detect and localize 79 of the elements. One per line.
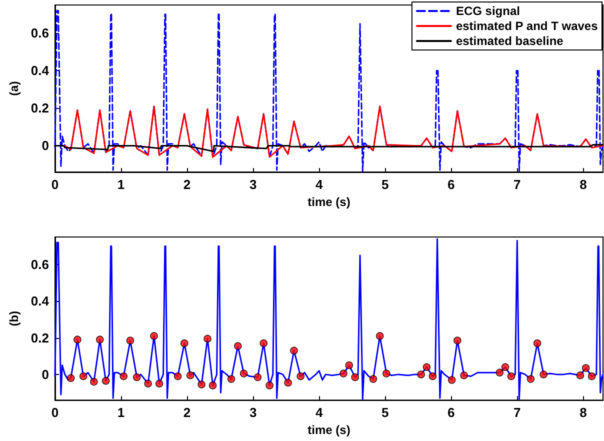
point [102, 376, 110, 385]
point [576, 371, 584, 380]
y-tick-label: 0 [42, 138, 49, 154]
point [155, 380, 164, 388]
point [174, 372, 182, 380]
point [454, 336, 462, 344]
point [340, 370, 348, 378]
point [582, 364, 590, 372]
x-tick-label: 1 [117, 405, 125, 420]
point [376, 332, 384, 340]
x-tick-label: 2 [183, 177, 191, 192]
point [428, 372, 437, 380]
x-tick-label: 6 [448, 405, 455, 420]
point [417, 370, 425, 378]
point [204, 334, 212, 343]
point [422, 363, 431, 372]
point [588, 372, 596, 380]
point [79, 372, 88, 380]
x-tick-label: 4 [315, 177, 324, 192]
x-tick-label: 8 [580, 177, 587, 192]
point [526, 375, 535, 383]
x-axis-title: time (s) [308, 423, 350, 437]
point [533, 339, 542, 348]
point [460, 371, 468, 380]
point [66, 374, 75, 382]
point [180, 339, 188, 348]
x-tick-label: 1 [117, 177, 125, 192]
x-tick-label: 3 [249, 405, 257, 420]
point [266, 382, 274, 390]
y-axis-title: (b) [7, 310, 21, 326]
point [234, 342, 242, 350]
point [90, 378, 98, 386]
legend-label: estimated P and T waves [456, 19, 598, 33]
y-tick-label: 0.6 [30, 256, 49, 272]
point [496, 368, 504, 377]
point [198, 380, 206, 388]
point [126, 336, 134, 344]
y-tick-label: 0.6 [30, 26, 49, 41]
x-tick-label: 2 [183, 405, 191, 420]
x-tick-label: 4 [315, 405, 324, 420]
legend-label: ECG signal [456, 4, 520, 18]
y-tick-label: 0.2 [30, 330, 49, 346]
point [208, 382, 217, 390]
x-tick-label: 7 [514, 177, 521, 192]
point [290, 346, 298, 355]
x-tick-label: 5 [381, 177, 389, 192]
point [186, 371, 194, 380]
point [96, 336, 104, 344]
y-axis-title: (a) [7, 81, 21, 96]
point [351, 373, 359, 382]
legend-label: estimated baseline [456, 34, 564, 48]
y-tick-label: 0 [42, 366, 49, 382]
point [369, 375, 378, 383]
x-tick-label: 7 [514, 405, 521, 420]
point [132, 373, 141, 382]
point [284, 378, 292, 387]
y-tick-label: 0.4 [30, 63, 50, 78]
x-tick-label: 8 [580, 405, 587, 420]
y-tick-label: 0.4 [30, 294, 50, 309]
point [240, 370, 248, 378]
point [345, 361, 354, 370]
point [144, 380, 152, 388]
point [507, 372, 516, 380]
y-tick-label: 0.2 [30, 100, 49, 116]
point [260, 339, 268, 348]
point [382, 370, 390, 378]
point [150, 332, 158, 340]
x-axis-title: time (s) [308, 194, 350, 209]
x-tick-label: 5 [381, 405, 389, 420]
x-tick-label: 6 [448, 177, 455, 192]
point [296, 372, 304, 380]
point [74, 336, 82, 344]
point [227, 375, 236, 383]
point [540, 370, 548, 378]
x-tick-label: 3 [249, 177, 257, 192]
point [448, 376, 456, 384]
point [501, 363, 510, 372]
point [120, 372, 128, 380]
point [254, 373, 262, 382]
